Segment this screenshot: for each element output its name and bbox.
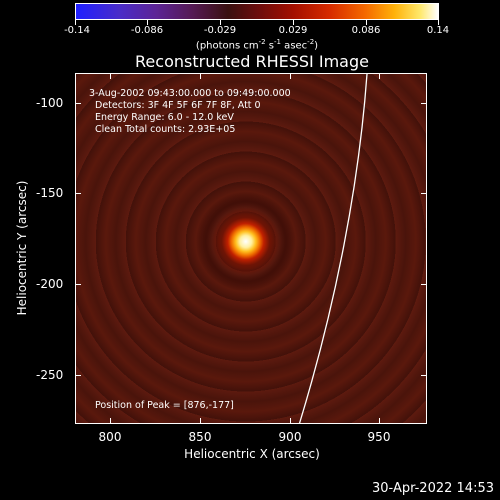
x-tick-label: 950: [367, 430, 391, 444]
x-axis-title: Heliocentric X (arcsec): [184, 447, 320, 461]
info-clean-counts: Clean Total counts: 2.93E+05: [95, 124, 236, 135]
y-tick: [75, 193, 81, 194]
x-tick: [290, 418, 291, 424]
y-tick: [421, 284, 427, 285]
y-tick: [421, 375, 427, 376]
info-peak-position: Position of Peak = [876,-177]: [95, 400, 234, 411]
solar-limb-line: [298, 74, 368, 423]
x-tick: [379, 418, 380, 424]
plot-title: Reconstructed RHESSI Image: [135, 52, 369, 71]
colorbar-tick-label: -0.14: [64, 25, 90, 36]
x-tick: [200, 418, 201, 424]
y-tick: [421, 193, 427, 194]
colorbar-tick: [438, 20, 439, 25]
colorbar-tick-label: 0.086: [351, 25, 381, 36]
colorbar-tick-label: 0.14: [426, 25, 450, 36]
x-tick: [110, 73, 111, 79]
x-tick-label: 900: [278, 430, 302, 444]
colorbar-units: (photons cm-2 s-1 asec-2): [195, 38, 319, 52]
y-tick-label: -100: [36, 96, 64, 110]
info-detectors: Detectors: 3F 4F 5F 6F 7F 8F, Att 0: [95, 100, 261, 111]
y-tick: [75, 103, 81, 104]
x-tick: [290, 73, 291, 79]
y-tick: [421, 103, 427, 104]
x-tick-label: 800: [98, 430, 122, 444]
colorbar-tick-label: -0.029: [203, 25, 237, 36]
image-plot-area: 3-Aug-2002 09:43:00.000 to 09:49:00.000 …: [75, 73, 427, 424]
y-tick: [75, 375, 81, 376]
x-tick-label: 850: [188, 430, 212, 444]
info-energy-range: Energy Range: 6.0 - 12.0 keV: [95, 112, 234, 123]
colorbar-tick: [147, 20, 148, 25]
y-tick-label: -200: [36, 277, 64, 291]
colorbar-tick: [75, 20, 76, 25]
timestamp: 30-Apr-2022 14:53: [372, 481, 494, 496]
y-axis-title: Heliocentric Y (arcsec): [15, 180, 29, 316]
x-tick: [200, 73, 201, 79]
limb-overlay: [298, 74, 368, 423]
colorbar-tick-label: -0.086: [130, 25, 164, 36]
info-time-range: 3-Aug-2002 09:43:00.000 to 09:49:00.000: [89, 88, 291, 99]
colorbar-tick: [366, 20, 367, 25]
x-tick: [110, 418, 111, 424]
y-tick: [75, 284, 81, 285]
colorbar-tick: [220, 20, 221, 25]
y-tick-label: -250: [36, 368, 64, 382]
colorbar: [75, 3, 439, 20]
x-tick: [379, 73, 380, 79]
colorbar-tick-label: 0.029: [278, 25, 308, 36]
y-tick-label: -150: [36, 186, 64, 200]
colorbar-tick: [293, 20, 294, 25]
